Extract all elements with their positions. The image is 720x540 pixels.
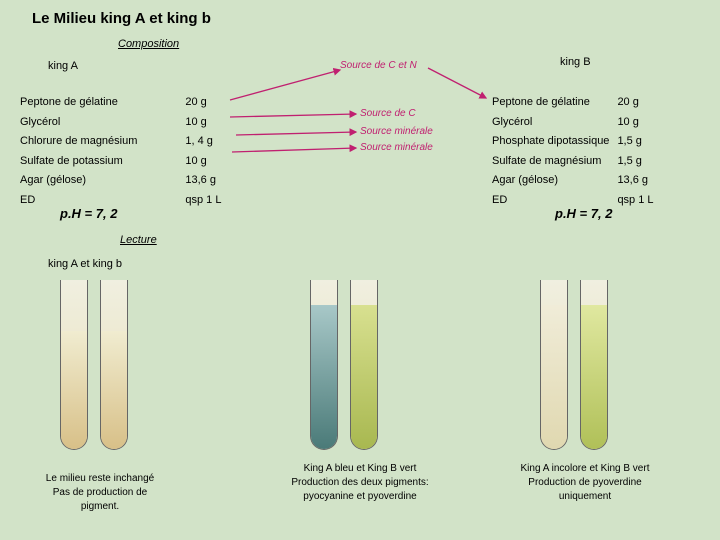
tube-b-green [350, 280, 378, 450]
tube-a-plain [60, 280, 88, 450]
tube-b-plain [100, 280, 128, 450]
caption-right: King A incolore et King B vertProduction… [500, 462, 670, 504]
caption-left: Le milieu reste inchangéPas de productio… [20, 472, 180, 514]
arrows [0, 0, 720, 260]
caption-mid: King A bleu et King B vertProduction des… [270, 462, 450, 504]
tube-b-green2 [580, 280, 608, 450]
tube-a-blue [310, 280, 338, 450]
tube-a-pale [540, 280, 568, 450]
